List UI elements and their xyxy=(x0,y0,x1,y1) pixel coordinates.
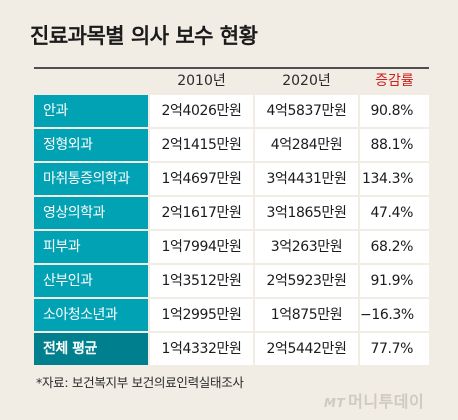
header-2020: 2020년 xyxy=(282,73,331,89)
cell-rate: 88.1% xyxy=(360,129,429,161)
cell-2020: 2억5442만원 xyxy=(255,333,358,365)
row-label: 정형외과 xyxy=(34,129,148,161)
cell-rate: 91.9% xyxy=(360,265,429,297)
cell-2020: 3억1865만원 xyxy=(255,197,358,229)
row-label: 산부인과 xyxy=(34,265,148,297)
cell-2010: 2억4026만원 xyxy=(150,95,253,127)
cell-2010: 2억1415만원 xyxy=(150,129,253,161)
row-label: 전체 평균 xyxy=(34,333,148,365)
cell-rate: −16.3% xyxy=(360,299,429,331)
cell-2020: 3억263만원 xyxy=(255,231,358,263)
cell-2010: 1억3512만원 xyxy=(150,265,253,297)
cell-rate: 134.3% xyxy=(360,163,429,195)
table-body: 안과 2억4026만원 4억5837만원 90.8% 정형외과 2억1415만원 4억284… xyxy=(34,93,429,365)
cell-2020: 2억5923만원 xyxy=(255,265,358,297)
table-row: 안과 2억4026만원 4억5837만원 90.8% xyxy=(34,93,429,127)
source-footnote: *자료: 보건복지부 보건의료인력실태조사 xyxy=(36,375,244,390)
header-2010: 2010년 xyxy=(177,73,226,89)
cell-2020: 1억875만원 xyxy=(255,299,358,331)
row-label: 마취통증의학과 xyxy=(34,163,148,195)
chart-title: 진료과목별 의사 보수 현황 xyxy=(30,24,258,48)
cell-2010: 1억2995만원 xyxy=(150,299,253,331)
table-row: 전체 평균 1억4332만원 2억5442만원 77.7% xyxy=(34,331,429,365)
watermark-logo: MT xyxy=(324,396,346,410)
row-label: 안과 xyxy=(34,95,148,127)
row-label: 소아청소년과 xyxy=(34,299,148,331)
cell-rate: 47.4% xyxy=(360,197,429,229)
cell-2020: 4억284만원 xyxy=(255,129,358,161)
cell-2010: 2억1617만원 xyxy=(150,197,253,229)
table-row: 정형외과 2억1415만원 4억284만원 88.1% xyxy=(34,127,429,161)
cell-rate: 90.8% xyxy=(360,95,429,127)
table-row: 마취통증의학과 1억4697만원 3억4431만원 134.3% xyxy=(34,161,429,195)
row-label: 피부과 xyxy=(34,231,148,263)
cell-2010: 1억7994만원 xyxy=(150,231,253,263)
header-rate: 증감률 xyxy=(375,73,414,89)
cell-rate: 77.7% xyxy=(360,333,429,365)
cell-2010: 1억4697만원 xyxy=(150,163,253,195)
table-row: 피부과 1억7994만원 3억263만원 68.2% xyxy=(34,229,429,263)
cell-2020: 3억4431만원 xyxy=(255,163,358,195)
salary-table: 2010년 2020년 증감률 안과 2억4026만원 4억5837만원 90.8% 정… xyxy=(34,67,429,365)
row-label: 영상의학과 xyxy=(34,197,148,229)
cell-rate: 68.2% xyxy=(360,231,429,263)
cell-2010: 1억4332만원 xyxy=(150,333,253,365)
watermark: MT 머니투데이 xyxy=(324,388,424,412)
table-header: 2010년 2020년 증감률 xyxy=(34,67,429,93)
table-row: 소아청소년과 1억2995만원 1억875만원 −16.3% xyxy=(34,297,429,331)
table-row: 영상의학과 2억1617만원 3억1865만원 47.4% xyxy=(34,195,429,229)
table-row: 산부인과 1억3512만원 2억5923만원 91.9% xyxy=(34,263,429,297)
cell-2020: 4억5837만원 xyxy=(255,95,358,127)
watermark-text: 머니투데이 xyxy=(348,392,425,411)
